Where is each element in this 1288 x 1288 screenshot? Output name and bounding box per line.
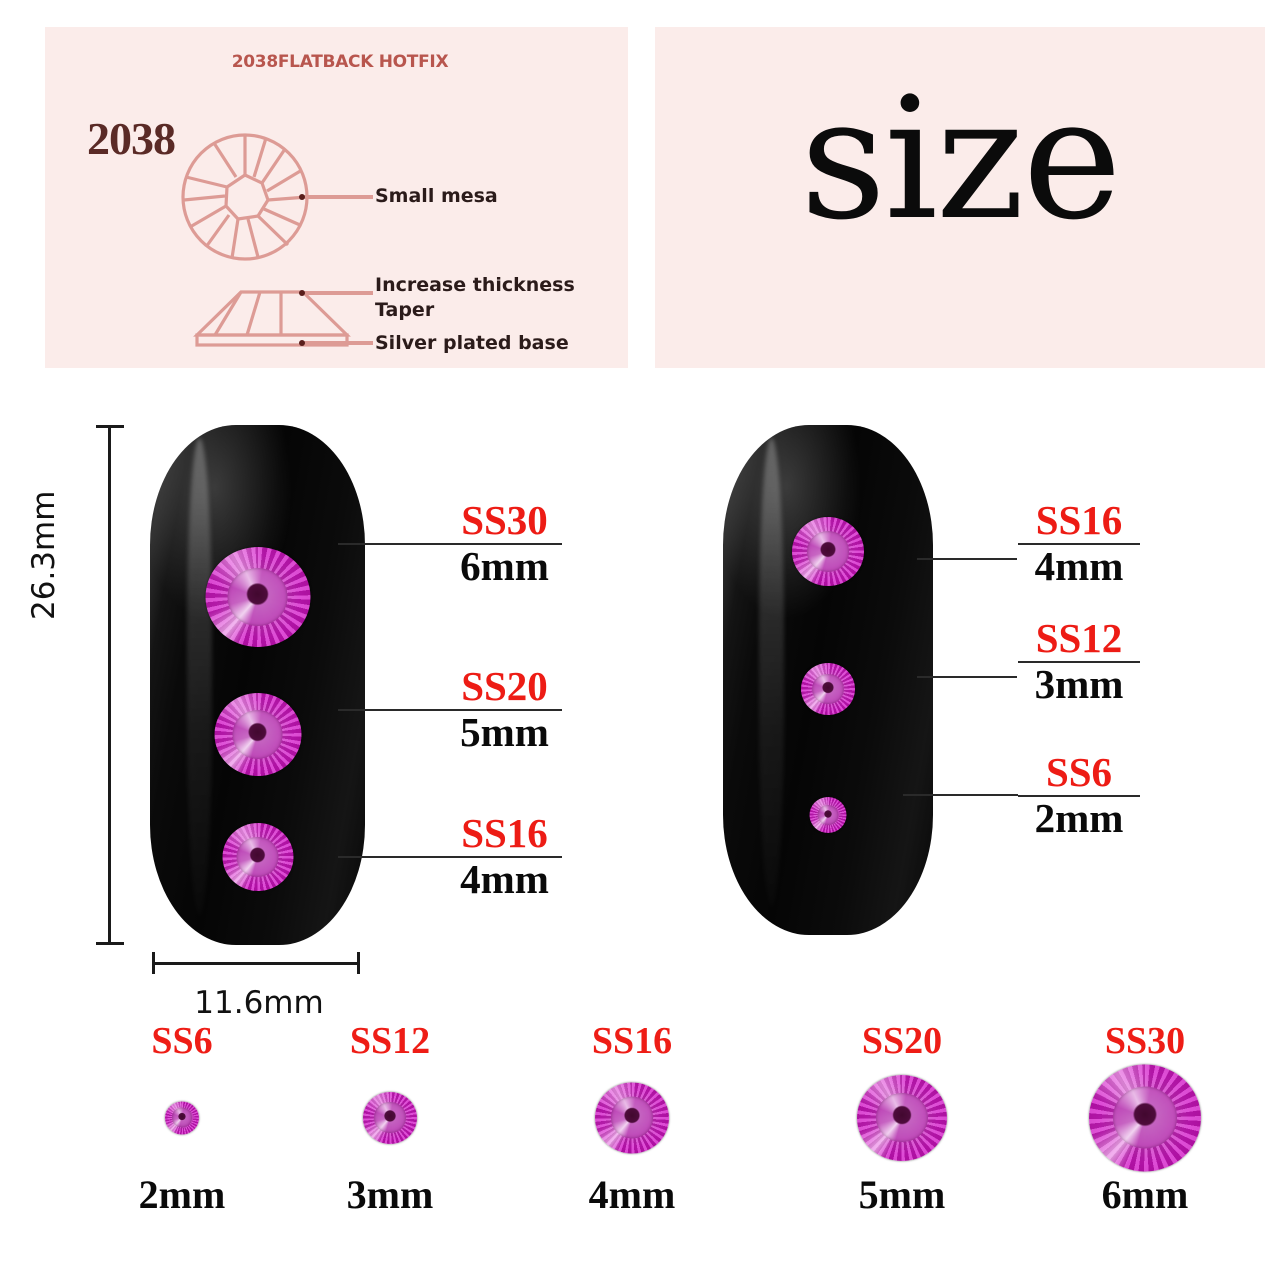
callout-ss16-right-mm: 4mm: [1034, 542, 1124, 589]
gem-ss16: [595, 1082, 669, 1153]
legend-item-ss6: SS6 2mm: [102, 1022, 262, 1215]
leader-increase-thickness: [303, 291, 373, 295]
legend-item-ss20: SS20 5mm: [822, 1022, 982, 1215]
legend-ss30-mm: 6mm: [1101, 1172, 1189, 1217]
gem-ss30: [1089, 1064, 1201, 1171]
callout-ss6-right-mm: 2mm: [1034, 794, 1124, 841]
callout-ss16-right-rule: [1018, 542, 1140, 545]
width-dimension-line: [152, 962, 360, 965]
leader-small-mesa: [303, 195, 373, 199]
callout-ss16-left: SS16 4mm: [447, 810, 562, 902]
label-small-mesa: Small mesa: [375, 185, 498, 207]
legend-ss20-gem-slot: [822, 1060, 982, 1175]
label-increase-thickness: Increase thickness: [375, 274, 575, 296]
callout-ss16-left-code: SS16: [461, 810, 548, 856]
side-view-taper-icon: [193, 290, 351, 347]
legend-item-ss30: SS30 6mm: [1060, 1022, 1230, 1215]
leader-line-ss20: [338, 709, 458, 711]
callout-ss16-left-rule: [447, 855, 562, 858]
leader-line-ss30: [338, 543, 458, 545]
gem-ss20-on-nail: [214, 693, 301, 776]
legend-ss30-gem-slot: [1060, 1060, 1230, 1175]
width-dimension-label: 11.6mm: [194, 985, 324, 1021]
callout-ss16-right-code: SS16: [1035, 497, 1123, 543]
legend-ss6-gem-slot: [102, 1060, 262, 1175]
size-legend-row: SS6 2mm SS12 3mm SS16 4mm SS20 5mm SS30 …: [60, 1022, 1260, 1282]
gem-ss6: [165, 1101, 199, 1134]
legend-ss12-gem-slot: [310, 1060, 470, 1175]
gem-ss20: [857, 1074, 947, 1161]
legend-item-ss16: SS16 4mm: [552, 1022, 712, 1215]
gem-ss12: [363, 1091, 417, 1144]
width-dimension-cap-left: [152, 952, 155, 974]
leader-silver-plated-base: [303, 341, 373, 345]
gem-ss12-on-nail-right: [801, 663, 855, 715]
callout-ss12-right-rule: [1018, 660, 1140, 663]
callout-ss6-right: SS6 2mm: [1018, 749, 1140, 841]
nail-right-gloss: [758, 437, 784, 907]
size-headline-panel: size: [655, 27, 1265, 368]
flatback-diagram-panel: 2038FLATBACK HOTFIX 2038 Small mesa: [45, 27, 628, 368]
legend-ss20-code: SS20: [861, 1020, 943, 1062]
callout-ss12-right-mm: 3mm: [1034, 660, 1124, 707]
callout-ss30: SS30 6mm: [447, 497, 562, 589]
gem-ss16-on-nail-right: [792, 517, 864, 586]
height-dimension-cap-top: [96, 425, 124, 428]
callout-ss20-mm: 5mm: [460, 708, 549, 755]
callout-ss12-right-code: SS12: [1035, 615, 1123, 661]
callout-ss16-left-mm: 4mm: [460, 855, 549, 902]
legend-item-ss12: SS12 3mm: [310, 1022, 470, 1215]
nail-left: [150, 425, 365, 945]
nail-right: [723, 425, 933, 935]
label-silver-plated-base: Silver plated base: [375, 332, 569, 354]
legend-ss16-mm: 4mm: [588, 1172, 676, 1217]
callout-ss6-right-rule: [1018, 794, 1140, 797]
leader-dot-small-mesa: [299, 194, 305, 200]
callout-ss30-mm: 6mm: [460, 542, 549, 589]
callout-ss16-right: SS16 4mm: [1018, 497, 1140, 589]
callout-ss6-right-code: SS6: [1045, 749, 1113, 795]
gem-ss16-on-nail: [222, 823, 293, 891]
callout-ss30-code: SS30: [461, 497, 548, 543]
legend-ss6-code: SS6: [151, 1020, 213, 1062]
nail-left-gloss: [186, 438, 213, 917]
leader-line-ss12-right: [917, 676, 1017, 678]
legend-ss16-gem-slot: [552, 1060, 712, 1175]
legend-ss12-mm: 3mm: [346, 1172, 434, 1217]
diagram-product-code: 2038: [87, 113, 176, 164]
callout-ss20-rule: [447, 708, 562, 711]
callout-ss20-code: SS20: [461, 663, 548, 709]
size-headline-text: size: [800, 61, 1122, 257]
gem-ss6-on-nail-right: [809, 797, 847, 833]
gem-ss30-on-nail: [205, 547, 310, 647]
legend-ss16-code: SS16: [591, 1020, 673, 1062]
callout-ss30-rule: [447, 542, 562, 545]
diagram-title: 2038FLATBACK HOTFIX: [231, 52, 449, 72]
label-taper: Taper: [375, 299, 435, 321]
legend-ss30-code: SS30: [1104, 1020, 1186, 1062]
leader-dot-increase-thickness: [299, 290, 305, 296]
leader-line-ss16-right: [917, 558, 1017, 560]
legend-ss6-mm: 2mm: [138, 1172, 226, 1217]
height-dimension-cap-bottom: [96, 942, 124, 945]
leader-line-ss16-left: [338, 856, 458, 858]
height-dimension-line: [108, 425, 111, 945]
height-dimension-label: 26.3mm: [26, 490, 62, 620]
callout-ss12-right: SS12 3mm: [1018, 615, 1140, 707]
legend-ss12-code: SS12: [349, 1020, 431, 1062]
width-dimension-cap-right: [357, 952, 360, 974]
legend-ss20-mm: 5mm: [858, 1172, 946, 1217]
callout-ss20: SS20 5mm: [447, 663, 562, 755]
leader-dot-silver-plated-base: [299, 340, 305, 346]
leader-line-ss6-right: [903, 794, 1018, 796]
